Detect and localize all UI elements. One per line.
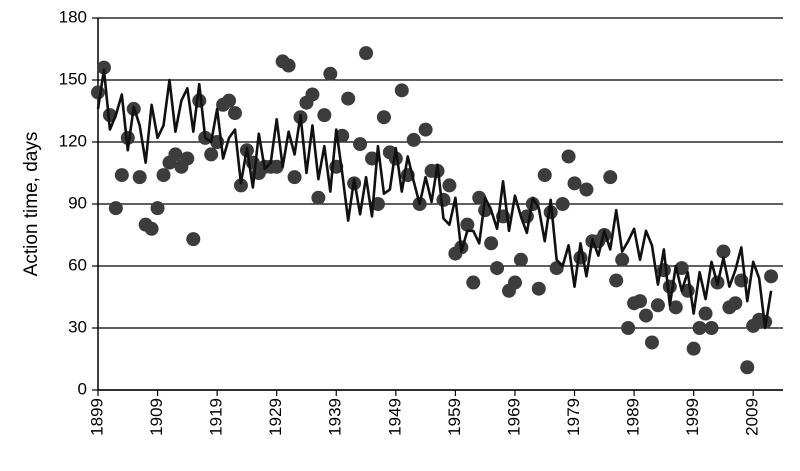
dot <box>91 85 105 100</box>
x-tick-label: 1989 <box>624 398 643 436</box>
dot <box>621 321 636 335</box>
dot <box>644 335 659 350</box>
dot <box>394 83 409 98</box>
x-tick-label: 1999 <box>683 398 702 436</box>
x-tick-label: 1969 <box>504 398 523 436</box>
dot <box>120 130 135 145</box>
dot <box>311 190 326 205</box>
dot <box>150 201 165 216</box>
dot <box>531 281 546 296</box>
dot <box>561 149 576 164</box>
dot <box>639 308 653 323</box>
dot <box>317 108 332 123</box>
dot <box>144 221 159 236</box>
dot <box>376 110 391 125</box>
dot <box>466 275 481 290</box>
dot <box>490 261 505 276</box>
dot <box>668 300 683 315</box>
x-tick-label: 1959 <box>445 398 464 436</box>
dot <box>633 294 648 309</box>
dot <box>615 252 630 267</box>
y-tick-label: 120 <box>59 131 87 150</box>
x-tick-label: 1899 <box>87 398 106 436</box>
dot <box>406 132 421 147</box>
dot <box>388 151 403 166</box>
dot <box>96 60 111 75</box>
dot <box>686 341 701 356</box>
dot <box>704 321 719 335</box>
dot <box>513 252 528 267</box>
x-tick-label: 1919 <box>207 398 226 436</box>
dot <box>507 275 522 290</box>
dot <box>287 170 302 185</box>
dot <box>204 147 219 162</box>
dot <box>180 151 195 166</box>
dot <box>341 91 356 106</box>
dot <box>764 269 779 284</box>
y-tick-label: 90 <box>68 193 87 212</box>
dot <box>305 87 320 102</box>
y-tick-label: 180 <box>59 7 87 26</box>
dot <box>716 244 731 259</box>
dot <box>460 217 475 232</box>
x-tick-label: 2009 <box>743 398 762 436</box>
dot <box>603 170 618 185</box>
dot <box>579 182 594 197</box>
dot <box>228 106 242 121</box>
dot <box>442 178 457 193</box>
y-tick-label: 60 <box>68 255 87 274</box>
y-tick-label: 30 <box>68 317 87 336</box>
dot <box>436 192 451 207</box>
dot <box>168 147 183 162</box>
dot <box>281 58 296 73</box>
dot <box>650 298 665 313</box>
dot <box>418 122 433 137</box>
dot <box>132 170 147 185</box>
dot <box>472 190 487 205</box>
x-tick-label: 1979 <box>564 398 583 436</box>
dot <box>537 168 552 183</box>
y-tick-label: 150 <box>59 69 87 88</box>
dot <box>269 159 284 174</box>
dot <box>662 279 677 294</box>
x-tick-label: 1929 <box>266 398 285 436</box>
dot <box>108 201 123 216</box>
dot <box>359 46 374 61</box>
dot <box>567 176 582 191</box>
dot <box>573 250 588 265</box>
dot <box>114 168 129 183</box>
x-tick-label: 1909 <box>147 398 166 436</box>
dot <box>233 178 248 193</box>
x-tick-label: 1939 <box>326 398 345 436</box>
dot <box>698 306 713 321</box>
dot <box>555 197 570 211</box>
dot <box>156 168 171 183</box>
dot <box>740 360 755 375</box>
dot <box>353 137 368 152</box>
y-axis-label: Action time, days <box>21 132 42 277</box>
dot <box>222 93 237 108</box>
dot <box>728 296 743 311</box>
line <box>96 68 773 330</box>
y-tick-label: 0 <box>78 379 87 398</box>
x-tick-label: 1949 <box>385 398 404 436</box>
dot <box>186 232 201 247</box>
dot <box>692 321 707 335</box>
dot <box>609 273 624 288</box>
dot <box>484 236 499 251</box>
dot <box>323 66 338 81</box>
